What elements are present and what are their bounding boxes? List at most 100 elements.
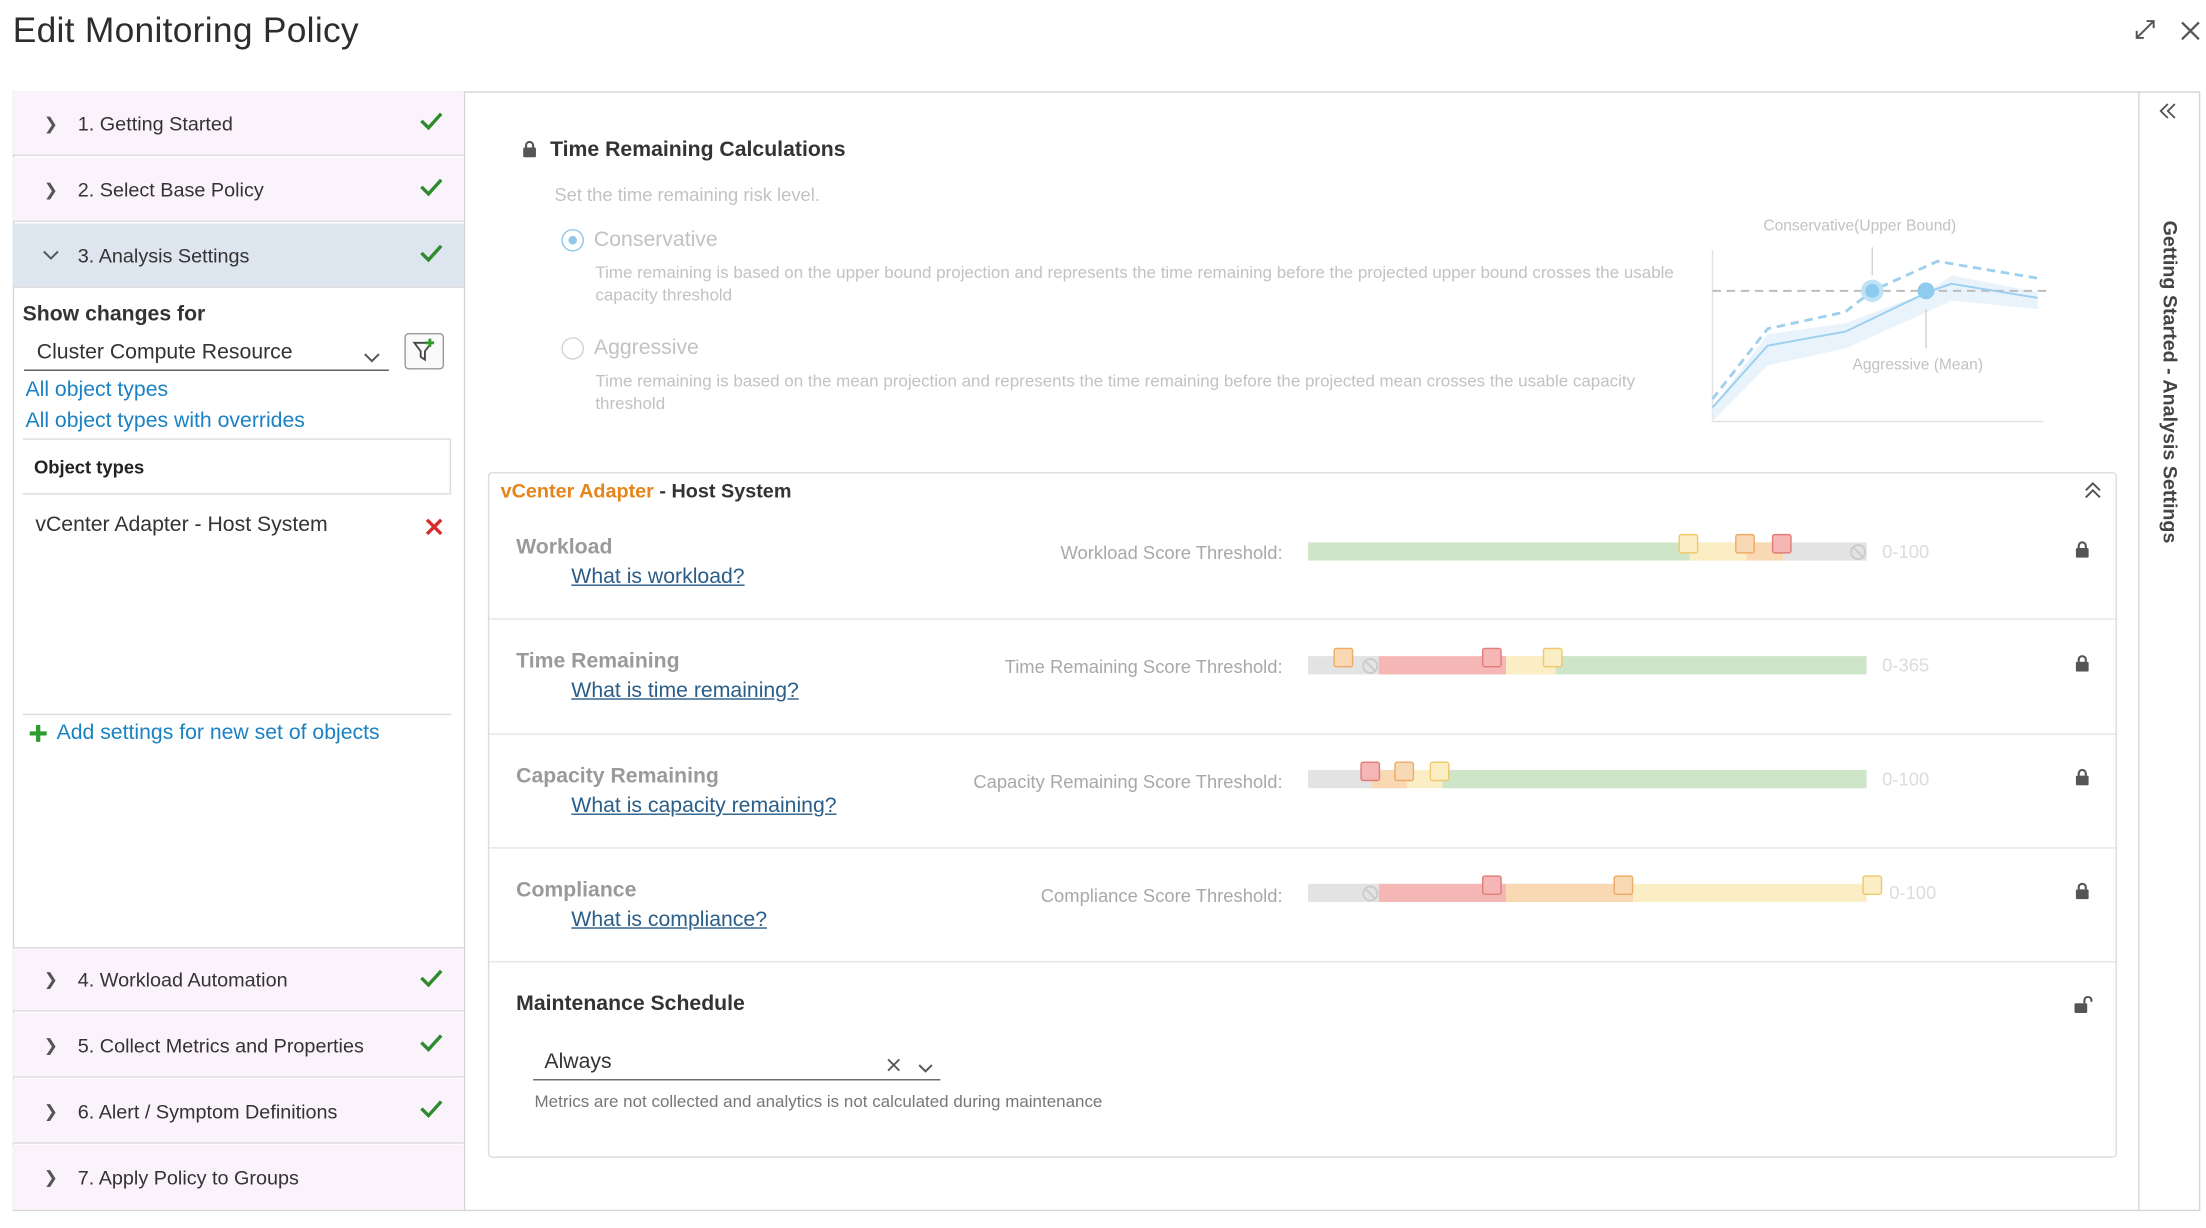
add-settings-button[interactable]: Add settings for new set of objects [28, 721, 452, 749]
red-handle-icon[interactable] [1360, 761, 1381, 782]
compliance-title: Compliance [516, 878, 637, 903]
step-label: 4. Workload Automation [77, 968, 288, 991]
select-value: Cluster Compute Resource [36, 340, 293, 364]
maintenance-note: Metrics are not collected and analytics … [534, 1091, 1103, 1112]
chevron-right-icon: ❯ [43, 179, 59, 199]
step-workload-automation[interactable]: ❯ 4. Workload Automation [12, 946, 464, 1012]
diagram-upper-label: Conservative(Upper Bound) [1763, 217, 1957, 235]
chevron-right-icon: ❯ [43, 1167, 59, 1188]
expand-panel-icon[interactable] [2159, 101, 2176, 126]
time-calc-subtitle: Set the time remaining risk level. [554, 184, 820, 206]
step-getting-started[interactable]: ❯ 1. Getting Started [12, 91, 464, 156]
checkmark-icon [419, 1033, 447, 1057]
aggressive-radio[interactable] [561, 337, 585, 360]
remove-icon[interactable] [425, 517, 443, 542]
workload-help-link[interactable]: What is workload? [571, 564, 745, 589]
chevron-down-icon [918, 1055, 934, 1080]
step-analysis-settings[interactable]: 3. Analysis Settings [12, 223, 464, 289]
conservative-description: Time remaining is based on the upper bou… [595, 262, 1674, 305]
compliance-range: 0-100 [1889, 882, 1937, 904]
step-label: 6. Alert / Symptom Definitions [77, 1099, 338, 1122]
lock-icon [2074, 881, 2090, 906]
yellow-handle-icon[interactable] [1862, 875, 1883, 896]
step-label: 3. Analysis Settings [77, 243, 250, 267]
time-remaining-range: 0-365 [1882, 654, 1930, 676]
step-collect-metrics[interactable]: ❯ 5. Collect Metrics and Properties [12, 1013, 464, 1078]
conservative-label: Conservative [593, 227, 718, 252]
compliance-help-link[interactable]: What is compliance? [571, 907, 768, 932]
time-remaining-threshold-slider[interactable] [1308, 647, 1867, 675]
header-separator: - [653, 479, 672, 502]
step-label: 2. Select Base Policy [77, 177, 264, 201]
conservative-radio[interactable] [561, 229, 585, 252]
unlock-icon[interactable] [2073, 995, 2096, 1020]
disabled-icon [1362, 884, 1379, 909]
lock-icon [2074, 767, 2090, 792]
chevron-right-icon: ❯ [43, 1100, 59, 1121]
diagram-mean-label: Aggressive (Mean) [1852, 356, 1984, 374]
compliance-threshold-slider[interactable] [1308, 875, 1883, 903]
aggressive-description: Time remaining is based on the mean proj… [595, 370, 1636, 414]
capacity-remaining-help-link[interactable]: What is capacity remaining? [571, 793, 837, 818]
compliance-threshold-label: Compliance Score Threshold: [1040, 885, 1283, 907]
chevron-right-icon: ❯ [43, 969, 59, 990]
maintenance-select[interactable]: Always [533, 1043, 941, 1081]
red-handle-icon[interactable] [1771, 533, 1792, 554]
maximize-icon[interactable] [2132, 17, 2157, 49]
capacity-remaining-title: Capacity Remaining [516, 764, 719, 789]
adapter-name: vCenter Adapter [500, 479, 654, 502]
object-type-select[interactable]: Cluster Compute Resource [24, 334, 389, 371]
clear-icon[interactable] [887, 1054, 901, 1079]
red-handle-icon[interactable] [1481, 647, 1502, 668]
yellow-handle-icon[interactable] [1542, 647, 1563, 668]
lock-icon [522, 139, 538, 164]
time-remaining-help-link[interactable]: What is time remaining? [571, 678, 799, 703]
checkmark-icon [419, 111, 447, 135]
object-type-row[interactable]: vCenter Adapter - Host System [23, 496, 451, 552]
orange-handle-icon[interactable] [1394, 761, 1415, 782]
maintenance-title: Maintenance Schedule [516, 991, 745, 1016]
chevron-down-icon [41, 245, 61, 265]
chevron-down-icon [363, 346, 380, 370]
step-label: 1. Getting Started [77, 111, 233, 135]
time-remaining-threshold-label: Time Remaining Score Threshold: [1004, 656, 1283, 678]
disabled-icon [1850, 542, 1867, 567]
add-settings-label: Add settings for new set of objects [56, 720, 380, 745]
step-select-base-policy[interactable]: ❯ 2. Select Base Policy [12, 157, 464, 222]
close-icon[interactable] [2179, 20, 2202, 50]
dialog-title: Edit Monitoring Policy [12, 11, 359, 51]
chevron-right-icon: ❯ [43, 1034, 59, 1055]
capacity-remaining-threshold-label: Capacity Remaining Score Threshold: [973, 771, 1283, 793]
host-system-card: vCenter Adapter - Host System Workload W… [487, 472, 2117, 1158]
checkmark-icon [419, 1099, 447, 1123]
disabled-icon [1362, 656, 1379, 681]
checkmark-icon [419, 243, 447, 267]
help-side-panel[interactable]: Getting Started - Analysis Settings [2138, 91, 2200, 1212]
step-alert-symptom-definitions[interactable]: ❯ 6. Alert / Symptom Definitions [12, 1079, 464, 1144]
lock-icon [2074, 653, 2090, 678]
orange-handle-icon[interactable] [1735, 533, 1755, 554]
time-remaining-title: Time Remaining [516, 649, 680, 674]
show-changes-label: Show changes for [22, 302, 206, 326]
workload-threshold-slider[interactable] [1308, 533, 1867, 561]
orange-handle-icon[interactable] [1613, 875, 1634, 896]
red-handle-icon[interactable] [1481, 875, 1502, 896]
step-label: 7. Apply Policy to Groups [77, 1166, 299, 1189]
collapse-icon[interactable] [2084, 481, 2101, 506]
orange-handle-icon[interactable] [1333, 647, 1354, 668]
checkmark-icon [419, 177, 447, 201]
card-header: vCenter Adapter - Host System [501, 479, 792, 501]
yellow-handle-icon[interactable] [1429, 761, 1450, 782]
checkmark-icon [419, 967, 447, 991]
filter-button[interactable] [404, 332, 445, 370]
capacity-remaining-threshold-slider[interactable] [1308, 761, 1867, 789]
wizard-steps-panel: ❯ 1. Getting Started ❯ 2. Select Base Po… [12, 91, 466, 1212]
all-object-types-overrides-link[interactable]: All object types with overrides [25, 408, 305, 433]
yellow-handle-icon[interactable] [1678, 533, 1699, 554]
all-object-types-link[interactable]: All object types [25, 377, 169, 402]
side-panel-title: Getting Started - Analysis Settings [2159, 220, 2182, 544]
dialog-frame [12, 91, 2201, 1212]
workload-range: 0-100 [1882, 540, 1930, 563]
step-apply-policy-to-groups[interactable]: ❯ 7. Apply Policy to Groups [12, 1145, 464, 1210]
plus-icon [28, 724, 48, 751]
